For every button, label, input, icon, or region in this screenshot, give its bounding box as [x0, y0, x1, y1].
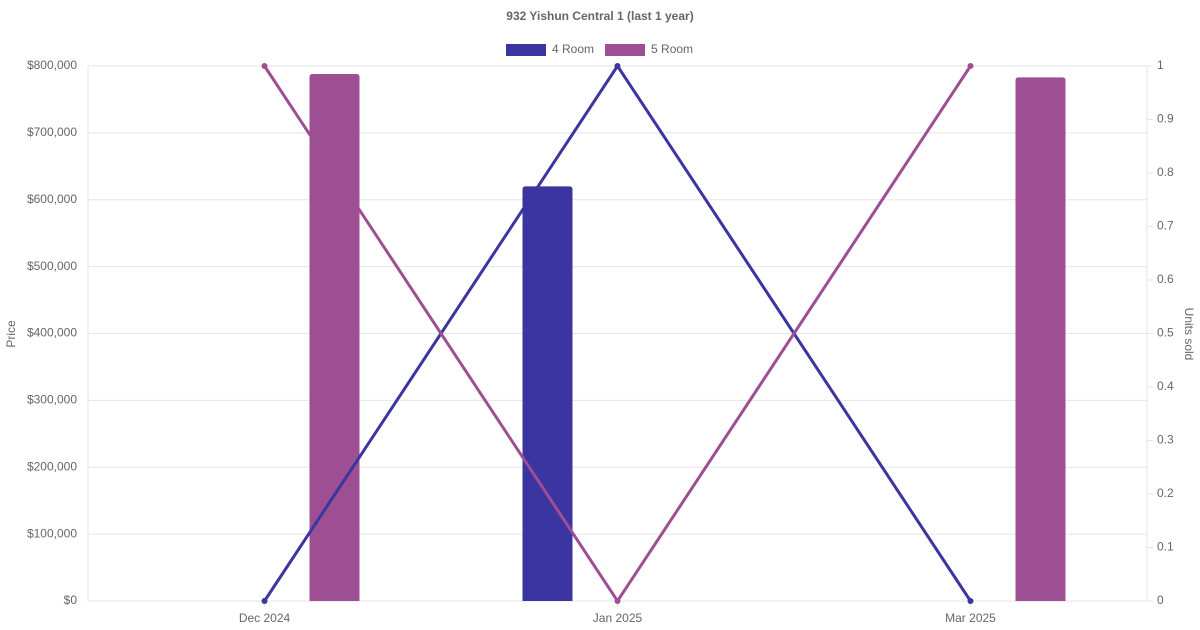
bar — [1015, 77, 1066, 601]
legend-label: 5 Room — [651, 42, 693, 56]
y-axis-title: Price — [4, 320, 18, 348]
y-tick-label: $200,000 — [27, 459, 77, 473]
y2-tick-label: 0.7 — [1157, 219, 1174, 233]
point — [967, 63, 974, 69]
point — [614, 63, 621, 69]
legend-swatch — [605, 44, 646, 56]
x-tick-label: Jan 2025 — [593, 611, 643, 625]
y-tick-label: $700,000 — [27, 125, 77, 139]
point — [261, 63, 268, 69]
y-tick-label: $400,000 — [27, 326, 77, 340]
y-tick-label: $0 — [64, 593, 78, 607]
y-tick-label: $300,000 — [27, 393, 77, 407]
y2-tick-label: 0.9 — [1157, 112, 1174, 126]
y2-axis-title: Units sold — [1182, 308, 1196, 361]
point — [614, 598, 621, 604]
point — [967, 598, 974, 604]
y2-tick-label: 0.8 — [1157, 165, 1174, 179]
y2-tick-label: 0.2 — [1157, 486, 1174, 500]
chart-title: 932 Yishun Central 1 (last 1 year) — [506, 9, 693, 23]
y2-tick-label: 0.5 — [1157, 326, 1174, 340]
point — [261, 598, 268, 604]
y2-tick-label: 0.4 — [1157, 379, 1174, 393]
y2-tick-label: 0 — [1157, 593, 1164, 607]
y-tick-label: $800,000 — [27, 58, 77, 72]
x-tick-label: Dec 2024 — [239, 611, 291, 625]
y2-tick-label: 0.6 — [1157, 272, 1174, 286]
legend-label: 4 Room — [552, 42, 594, 56]
y2-tick-label: 0.1 — [1157, 540, 1174, 554]
y-tick-label: $100,000 — [27, 526, 77, 540]
x-tick-label: Mar 2025 — [945, 611, 996, 625]
legend-swatch — [506, 44, 546, 56]
y2-tick-label: 0.3 — [1157, 433, 1174, 447]
bar — [309, 74, 360, 601]
y-tick-label: $500,000 — [27, 259, 77, 273]
bar — [522, 186, 573, 601]
y-tick-label: $600,000 — [27, 192, 77, 206]
y2-tick-label: 1 — [1157, 58, 1164, 72]
